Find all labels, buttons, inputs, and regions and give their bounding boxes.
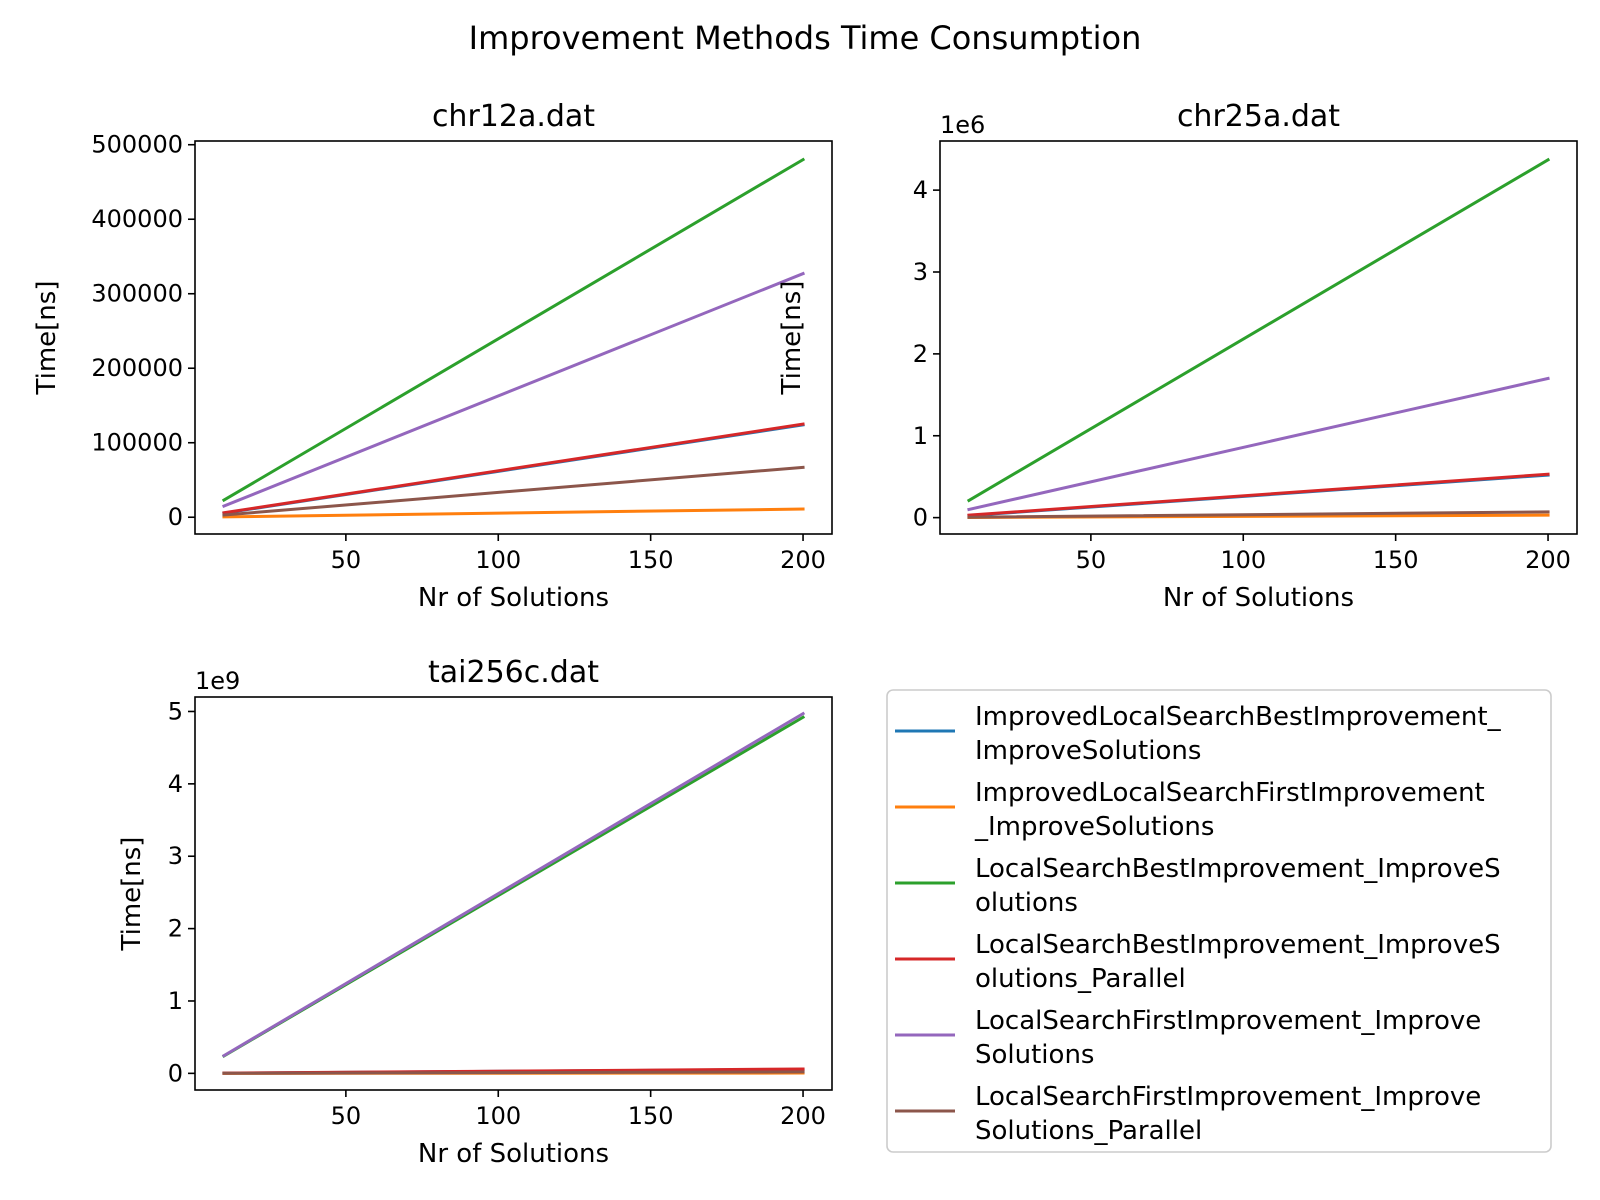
legend-entry-4: LocalSearchBestImprovement_ImproveSoluti… (895, 930, 1501, 994)
y-axis-label: Time[ns] (117, 837, 147, 952)
x-tick-label: 50 (331, 546, 362, 574)
legend-entry-3: LocalSearchBestImprovement_ImproveSoluti… (895, 854, 1501, 918)
y-tick-label: 0 (168, 503, 183, 531)
series-lines (966, 157, 1551, 519)
y-axis-label: Time[ns] (32, 281, 62, 396)
y-axis-label: Time[ns] (777, 281, 807, 396)
legend-label: LocalSearchFirstImprovement_Improve (975, 1006, 1481, 1036)
y-tick-label: 5 (168, 697, 183, 725)
x-tick-label: 50 (331, 1102, 362, 1130)
y-tick-label: 3 (913, 258, 928, 286)
series-line-5 (221, 271, 806, 509)
y-tick-label: 2 (913, 340, 928, 368)
legend-entry-5: LocalSearchFirstImprovement_Improve Solut… (895, 1006, 1481, 1070)
y-tick-label: 100000 (91, 429, 183, 457)
x-axis-label: Nr of Solutions (418, 1139, 609, 1169)
legend-entry-2: ImprovedLocalSearchFirstImprovement _Impr… (895, 778, 1485, 842)
series-line-2 (222, 507, 805, 519)
x-tick-label: 150 (1373, 546, 1419, 574)
subplot-title: chr25a.dat (1177, 99, 1340, 134)
series-line-6 (967, 510, 1550, 519)
series-line-4 (222, 422, 805, 515)
y-tick-label: 400000 (91, 205, 183, 233)
series-line-6 (222, 1070, 805, 1075)
legend-label: Solutions_Parallel (975, 1116, 1202, 1146)
y-tick-label: 1 (913, 422, 928, 450)
legend-label: LocalSearchBestImprovement_ImproveS (975, 854, 1501, 884)
x-tick-label: 200 (780, 1102, 826, 1130)
series-lines (221, 157, 806, 519)
y-tick-label: 0 (913, 504, 928, 532)
y-tick-label: 300000 (91, 280, 183, 308)
y-tick-label: 0 (168, 1059, 183, 1087)
legend-label: LocalSearchFirstImprovement_Improve (975, 1082, 1481, 1112)
y-offset-label: 1e6 (940, 111, 985, 139)
x-tick-label: 50 (1076, 546, 1107, 574)
series-lines (221, 711, 806, 1075)
legend-entry-1: ImprovedLocalSearchBestImprovement_ Impro… (895, 702, 1502, 766)
legend-label: _ImproveSolutions (974, 812, 1214, 842)
x-tick-label: 150 (628, 1102, 674, 1130)
series-line-3 (966, 157, 1551, 503)
y-tick-label: 2 (168, 915, 183, 943)
y-tick-label: 1 (168, 987, 183, 1015)
legend-label: LocalSearchBestImprovement_ImproveS (975, 930, 1501, 960)
axes-frame (194, 140, 833, 535)
legend-label: ImproveSolutions (975, 736, 1201, 766)
legend-label: ImprovedLocalSearchFirstImprovement (975, 778, 1485, 808)
y-tick-label: 4 (168, 770, 183, 798)
axes-frame (194, 696, 833, 1091)
subplot-1: chr12a.dat 50 100 150 200 0 100000 200000 300000… (32, 99, 833, 613)
subplot-title: chr12a.dat (432, 99, 595, 134)
x-tick-label: 150 (628, 546, 674, 574)
figure-title: Improvement Methods Time Consumption (469, 19, 1142, 57)
y-offset-label: 1e9 (195, 667, 240, 695)
legend-label: olutions (975, 888, 1078, 918)
y-tick-label: 200000 (91, 354, 183, 382)
subplot-2: chr25a.dat 50 100 150 200 0 1 2 3 4 1e6 Nr of Solut… (777, 99, 1578, 613)
subplot-title: tai256c.dat (428, 655, 599, 690)
x-tick-label: 200 (780, 546, 826, 574)
legend-frame (886, 689, 1552, 1153)
legend: ImprovedLocalSearchBestImprovement_ Impro… (886, 689, 1552, 1153)
series-line-6 (222, 465, 805, 517)
series-line-5 (967, 376, 1550, 512)
series-line-3 (221, 157, 806, 503)
legend-label: olutions_Parallel (975, 964, 1186, 994)
x-tick-label: 100 (475, 546, 521, 574)
series-line-5 (221, 711, 806, 1058)
x-tick-label: 100 (1220, 546, 1266, 574)
y-tick-label: 500000 (91, 131, 183, 159)
x-tick-label: 200 (1525, 546, 1571, 574)
y-tick-label: 3 (168, 842, 183, 870)
x-axis-label: Nr of Solutions (1163, 583, 1354, 613)
y-tick-label: 4 (913, 176, 928, 204)
legend-label: ImprovedLocalSearchBestImprovement_ (975, 702, 1502, 732)
x-tick-label: 100 (475, 1102, 521, 1130)
axes-frame (939, 140, 1578, 535)
legend-label: Solutions (975, 1040, 1094, 1070)
series-line-4 (967, 472, 1550, 517)
subplot-3: tai256c.dat 50 100 150 200 0 1 2 3 4 5 1e9 Nr of Sol… (117, 655, 833, 1169)
legend-entry-6: LocalSearchFirstImprovement_Improve Solut… (895, 1082, 1481, 1146)
x-axis-label: Nr of Solutions (418, 583, 609, 613)
